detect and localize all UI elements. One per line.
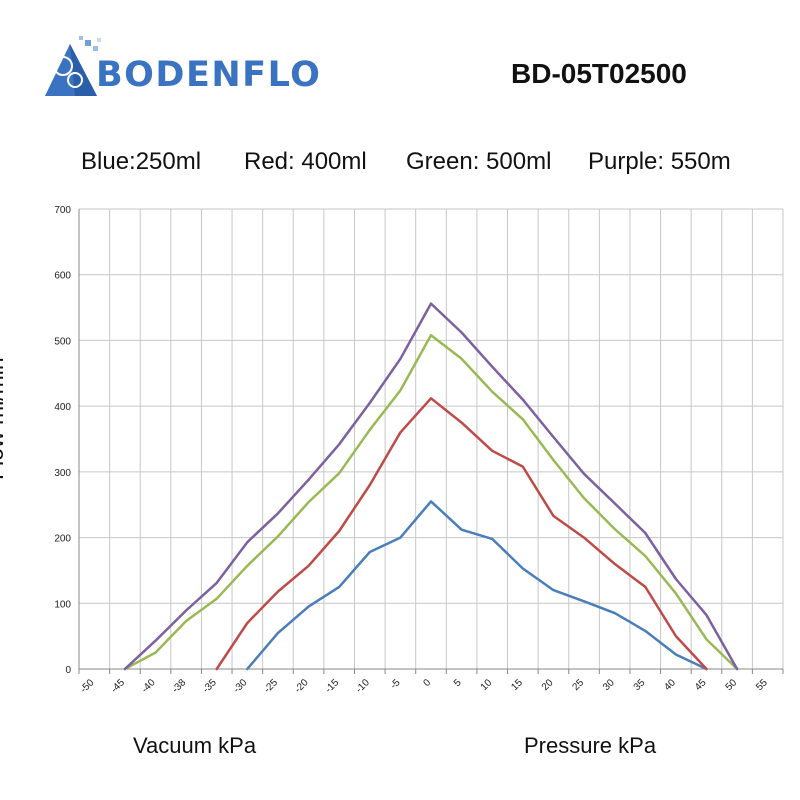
x-tick-label: 35 [632,677,648,693]
x-tick-label: -35 [201,677,219,695]
bodenflo-logo [35,36,315,106]
y-tick-label: 500 [54,336,71,347]
pressure-axis-title: Pressure kPa [524,733,657,758]
y-axis-title: Flow ml/min [0,357,8,480]
y-tick-label: 400 [54,402,71,413]
y-tick-labels: 0 100 200 300 400 500 600 700 [54,205,71,676]
x-tick-label: 15 [509,677,525,693]
y-tick-label: 100 [54,599,71,610]
x-tick-label: 30 [601,677,617,693]
legend-note-red: Red: 400ml [244,148,367,175]
x-tick-label: -45 [109,677,127,695]
x-tick-labels: -50 -45 -40 -38 -35 -30 -25 -20 -15 -10 -5 0 5 10 15 20… [78,677,770,695]
series-line-0 [246,500,708,671]
y-tick-label: 600 [54,271,71,282]
series-line-1 [215,397,708,671]
x-tick-label: 45 [693,677,709,693]
brand-name: BODENFLO [96,55,322,95]
vacuum-axis-title: Vacuum kPa [133,733,257,758]
x-tick-label: 5 [452,677,464,689]
x-tick-label: -38 [170,677,188,695]
series-line-3 [123,302,739,671]
y-tick-label: 200 [54,534,71,545]
grid-lines [78,208,784,674]
x-tick-label: 40 [662,677,678,693]
legend-note-blue: Blue:250ml [81,148,202,175]
x-tick-label: 20 [540,677,556,693]
x-tick-label: -25 [262,677,280,695]
legend-note-purple: Purple: 550m [588,148,731,175]
x-tick-label: -30 [231,677,249,695]
y-tick-label: 0 [65,665,71,676]
x-tick-label: 0 [421,677,433,689]
x-tick-label: -15 [323,677,341,695]
x-tick-label: 10 [479,677,495,693]
series-line-2 [123,333,739,671]
y-tick-label: 700 [54,205,71,216]
x-tick-label: -50 [78,677,96,695]
x-tick-label: 50 [724,677,740,693]
x-tick-label: -5 [388,677,402,691]
series-lines [123,302,739,671]
x-tick-label: -20 [293,677,311,695]
y-tick-label: 300 [54,468,71,479]
x-tick-label: 55 [754,677,770,693]
logo-mark-icon [45,36,101,96]
x-tick-label: 25 [571,677,587,693]
x-tick-label: -10 [354,677,372,695]
legend-note-green: Green: 500ml [406,148,552,175]
x-tick-label: -40 [140,677,158,695]
model-number: BD-05T02500 [511,58,687,89]
